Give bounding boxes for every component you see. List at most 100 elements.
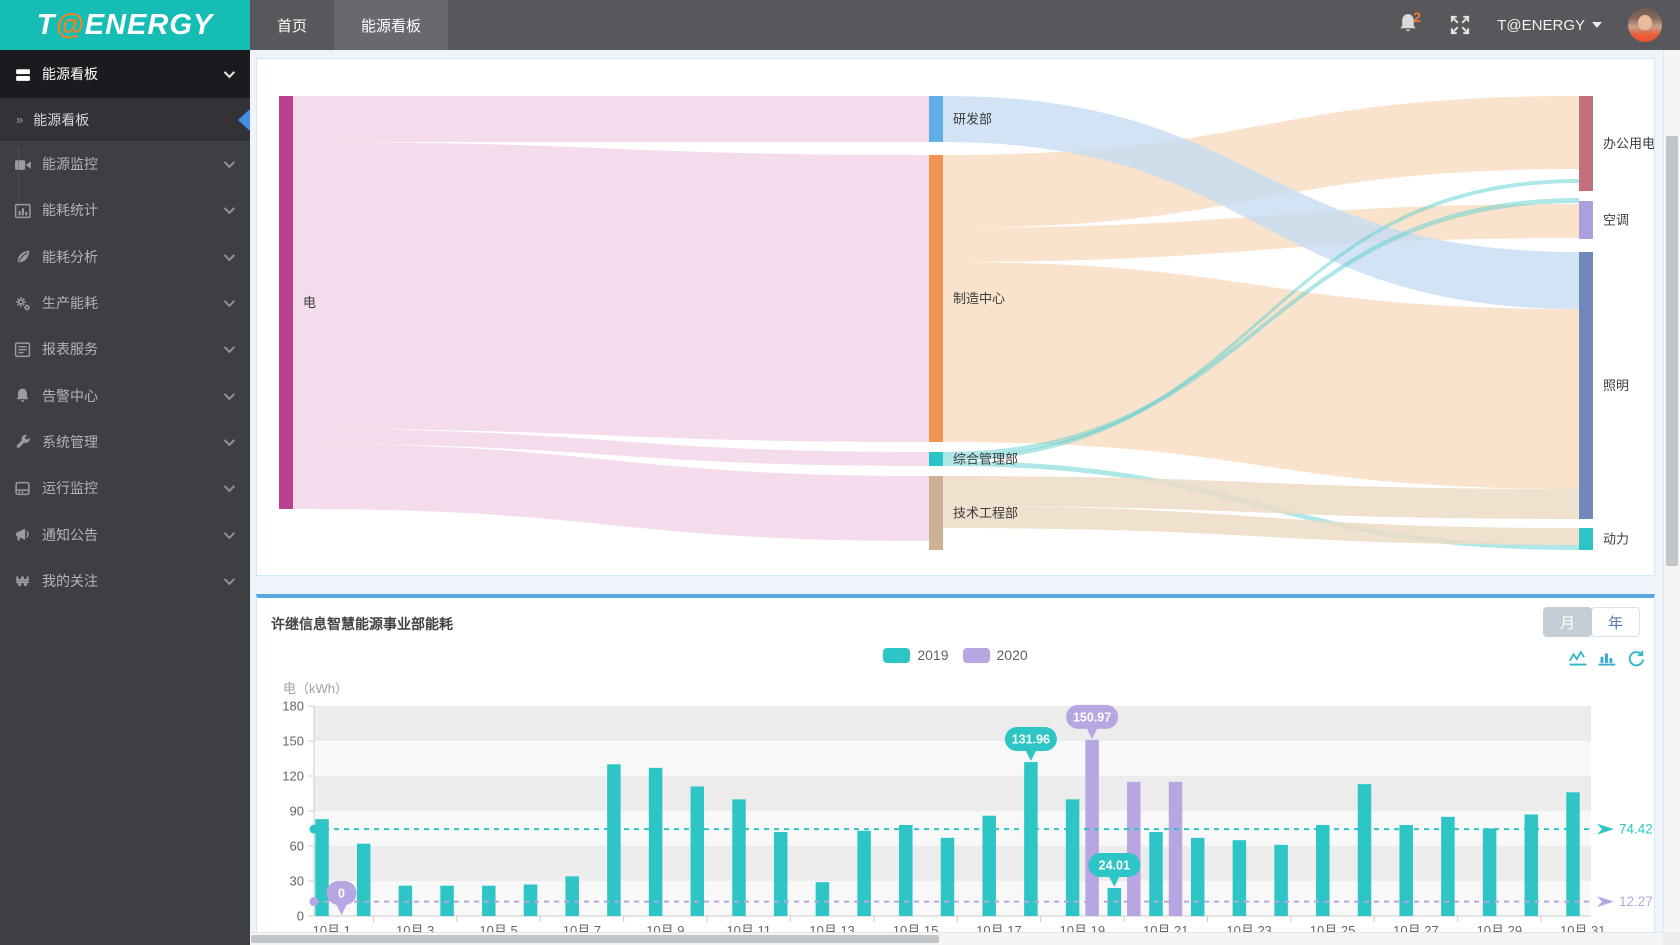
horizontal-scrollbar[interactable] [250, 932, 1663, 945]
bar-2019-10月 22[interactable] [1190, 837, 1205, 916]
sidebar-item-7[interactable]: 系统管理 [0, 419, 250, 465]
sidebar-item-4[interactable]: 生产能耗 [0, 280, 250, 326]
user-menu[interactable]: T@ENERGY [1497, 17, 1602, 34]
sankey-link-2[interactable] [293, 429, 929, 466]
bar-2019-10月 15[interactable] [899, 825, 913, 916]
marker-2019-24.01[interactable]: 24.01 [1088, 852, 1141, 887]
chevron-down-icon [1592, 22, 1602, 28]
tab-home[interactable]: 首页 [277, 17, 308, 35]
marker-2020-150.97[interactable]: 150.97 [1066, 704, 1119, 739]
bar-2019-10月 7[interactable] [565, 876, 579, 916]
bar-2020-10月 19[interactable] [1085, 739, 1099, 916]
legend-item-2019[interactable]: 2019 [883, 647, 949, 663]
chevron-down-icon [223, 66, 236, 79]
sankey-link-0[interactable] [293, 96, 929, 142]
content-scroll-area: 电 研发部 制造中心 综合管理部 技术工程部 办公用电 空调 照明 动力 许继信息智慧能源事业部… [250, 50, 1663, 932]
sankey-node-4[interactable] [929, 476, 943, 550]
sankey-link-5[interactable] [943, 204, 1579, 262]
bar-2019-10月 28[interactable] [1441, 816, 1455, 916]
bar-2019-10月 26[interactable] [1357, 784, 1372, 916]
bar-2019-10月 13[interactable] [815, 882, 830, 916]
notifications-button[interactable]: 2 [1397, 9, 1423, 39]
sidebar-item-9[interactable]: 通知公告 [0, 511, 250, 557]
sankey-link-12[interactable] [943, 506, 1579, 545]
bar-2019-10月 21[interactable] [1149, 832, 1163, 916]
bar-2019-10月 18[interactable] [1024, 762, 1038, 916]
sidebar-item-2[interactable]: 能耗统计 [0, 187, 250, 233]
sankey-node-8[interactable] [1579, 528, 1593, 550]
marker-2019-131.96[interactable]: 131.96 [1004, 727, 1057, 762]
bar-2019-10月 2[interactable] [356, 843, 371, 916]
sidebar-item-3[interactable]: 能耗分析 [0, 234, 250, 280]
bar-2019-10月 24[interactable] [1274, 844, 1288, 916]
sankey-node-7[interactable] [1579, 252, 1593, 519]
bar-2019-10月 17[interactable] [982, 815, 996, 916]
bar-2019-10月 12[interactable] [773, 832, 788, 916]
sankey-link-7[interactable] [943, 96, 1579, 309]
sankey-node-6[interactable] [1579, 201, 1593, 239]
sankey-link-8[interactable] [943, 198, 1579, 457]
sankey-link-4[interactable] [943, 96, 1579, 228]
sankey-link-11[interactable] [943, 476, 1579, 519]
marker-2020-0[interactable]: 0 [326, 881, 357, 915]
sankey-node-2[interactable] [929, 155, 943, 442]
bar-2019-10月 1[interactable] [315, 819, 329, 916]
sidebar-subitem-0-0[interactable]: » 能源看板 [0, 98, 250, 141]
bar-2019-10月 16[interactable] [940, 837, 955, 916]
bar-2019-10月 14[interactable] [857, 830, 871, 916]
sankey-link-6[interactable] [943, 262, 1579, 489]
gears-icon [15, 296, 30, 311]
x-tick-label: 10月 19 [1060, 923, 1106, 932]
toolbox-bar-chart-icon[interactable] [1597, 649, 1617, 669]
bar-2019-10月 10[interactable] [690, 786, 705, 917]
sankey-node-3[interactable] [929, 452, 943, 466]
avatar[interactable] [1628, 8, 1662, 42]
sidebar-subitem-label: 能源看板 [33, 111, 90, 128]
toggle-month-button[interactable]: 月 [1543, 607, 1592, 637]
toggle-year-button[interactable]: 年 [1591, 607, 1640, 637]
sankey-node-5[interactable] [1579, 96, 1593, 191]
bar-2019-10月 11[interactable] [732, 799, 746, 916]
marker-value-label: 24.01 [1099, 858, 1130, 872]
sankey-link-1[interactable] [293, 142, 929, 442]
bar-2019-10月 9[interactable] [648, 767, 663, 916]
sidebar-item-8[interactable]: 运行监控 [0, 465, 250, 511]
fullscreen-icon[interactable] [1449, 14, 1471, 36]
toolbox-refresh-icon[interactable] [1626, 649, 1646, 669]
sidebar-item-1[interactable]: 能源监控 [0, 141, 250, 187]
sankey-node-label: 空调 [1603, 213, 1629, 228]
horizontal-scrollbar-thumb[interactable] [251, 935, 939, 943]
bar-2019-10月 31[interactable] [1566, 792, 1580, 916]
bar-2020-10月 21[interactable] [1168, 781, 1183, 916]
bar-2019-10月 25[interactable] [1316, 825, 1330, 916]
tab-energy-dashboard[interactable]: 能源看板 [334, 0, 449, 50]
bar-2019-10月 8[interactable] [607, 764, 621, 916]
bar-2019-10月 6[interactable] [523, 884, 538, 917]
legend-item-2020[interactable]: 2020 [962, 647, 1028, 663]
bar-chart[interactable]: 电（kWh） 180 150 120 90 60 30 0 10月 1 10月 3 10月 5 10月… [257, 598, 1654, 932]
x-tick-label: 10月 27 [1393, 923, 1439, 932]
bar-2019-10月 29[interactable] [1482, 828, 1497, 917]
bar-2019-10月 19[interactable] [1065, 799, 1080, 916]
y-tick-label: 120 [282, 769, 304, 784]
tree-guide-line [18, 148, 19, 214]
sidebar-item-5[interactable]: 报表服务 [0, 326, 250, 372]
vertical-scrollbar-thumb[interactable] [1666, 136, 1678, 566]
sankey-node-0[interactable] [279, 96, 293, 509]
sankey-link-9[interactable] [943, 179, 1579, 461]
sankey-node-1[interactable] [929, 96, 943, 142]
sankey-link-3[interactable] [293, 444, 929, 541]
bar-2019-10月 27[interactable] [1399, 825, 1413, 916]
sidebar-item-10[interactable]: ₩ 我的关注 [0, 558, 250, 604]
bar-2019-10月 23[interactable] [1232, 840, 1247, 916]
sidebar-item-label: 报表服务 [42, 341, 98, 358]
bar-2019-10月 30[interactable] [1524, 814, 1539, 917]
vertical-scrollbar[interactable] [1663, 50, 1680, 932]
sidebar-item-label: 能源监控 [42, 156, 98, 173]
sidebar-item-6[interactable]: 告警中心 [0, 372, 250, 418]
sidebar-item-0[interactable]: 能源看板 [0, 50, 250, 98]
x-tick-label: 10月 5 [479, 923, 517, 932]
bar-2020-10月 20[interactable] [1127, 781, 1141, 916]
toolbox-line-chart-icon[interactable] [1568, 649, 1588, 669]
